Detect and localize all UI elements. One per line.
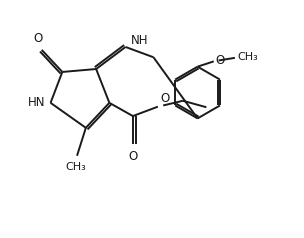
Text: NH: NH [131, 34, 149, 47]
Text: O: O [128, 150, 137, 163]
Text: O: O [160, 92, 169, 105]
Text: CH₃: CH₃ [237, 52, 258, 62]
Text: HN: HN [28, 96, 45, 109]
Text: O: O [33, 32, 43, 45]
Text: O: O [216, 54, 225, 67]
Text: CH₃: CH₃ [65, 162, 86, 172]
